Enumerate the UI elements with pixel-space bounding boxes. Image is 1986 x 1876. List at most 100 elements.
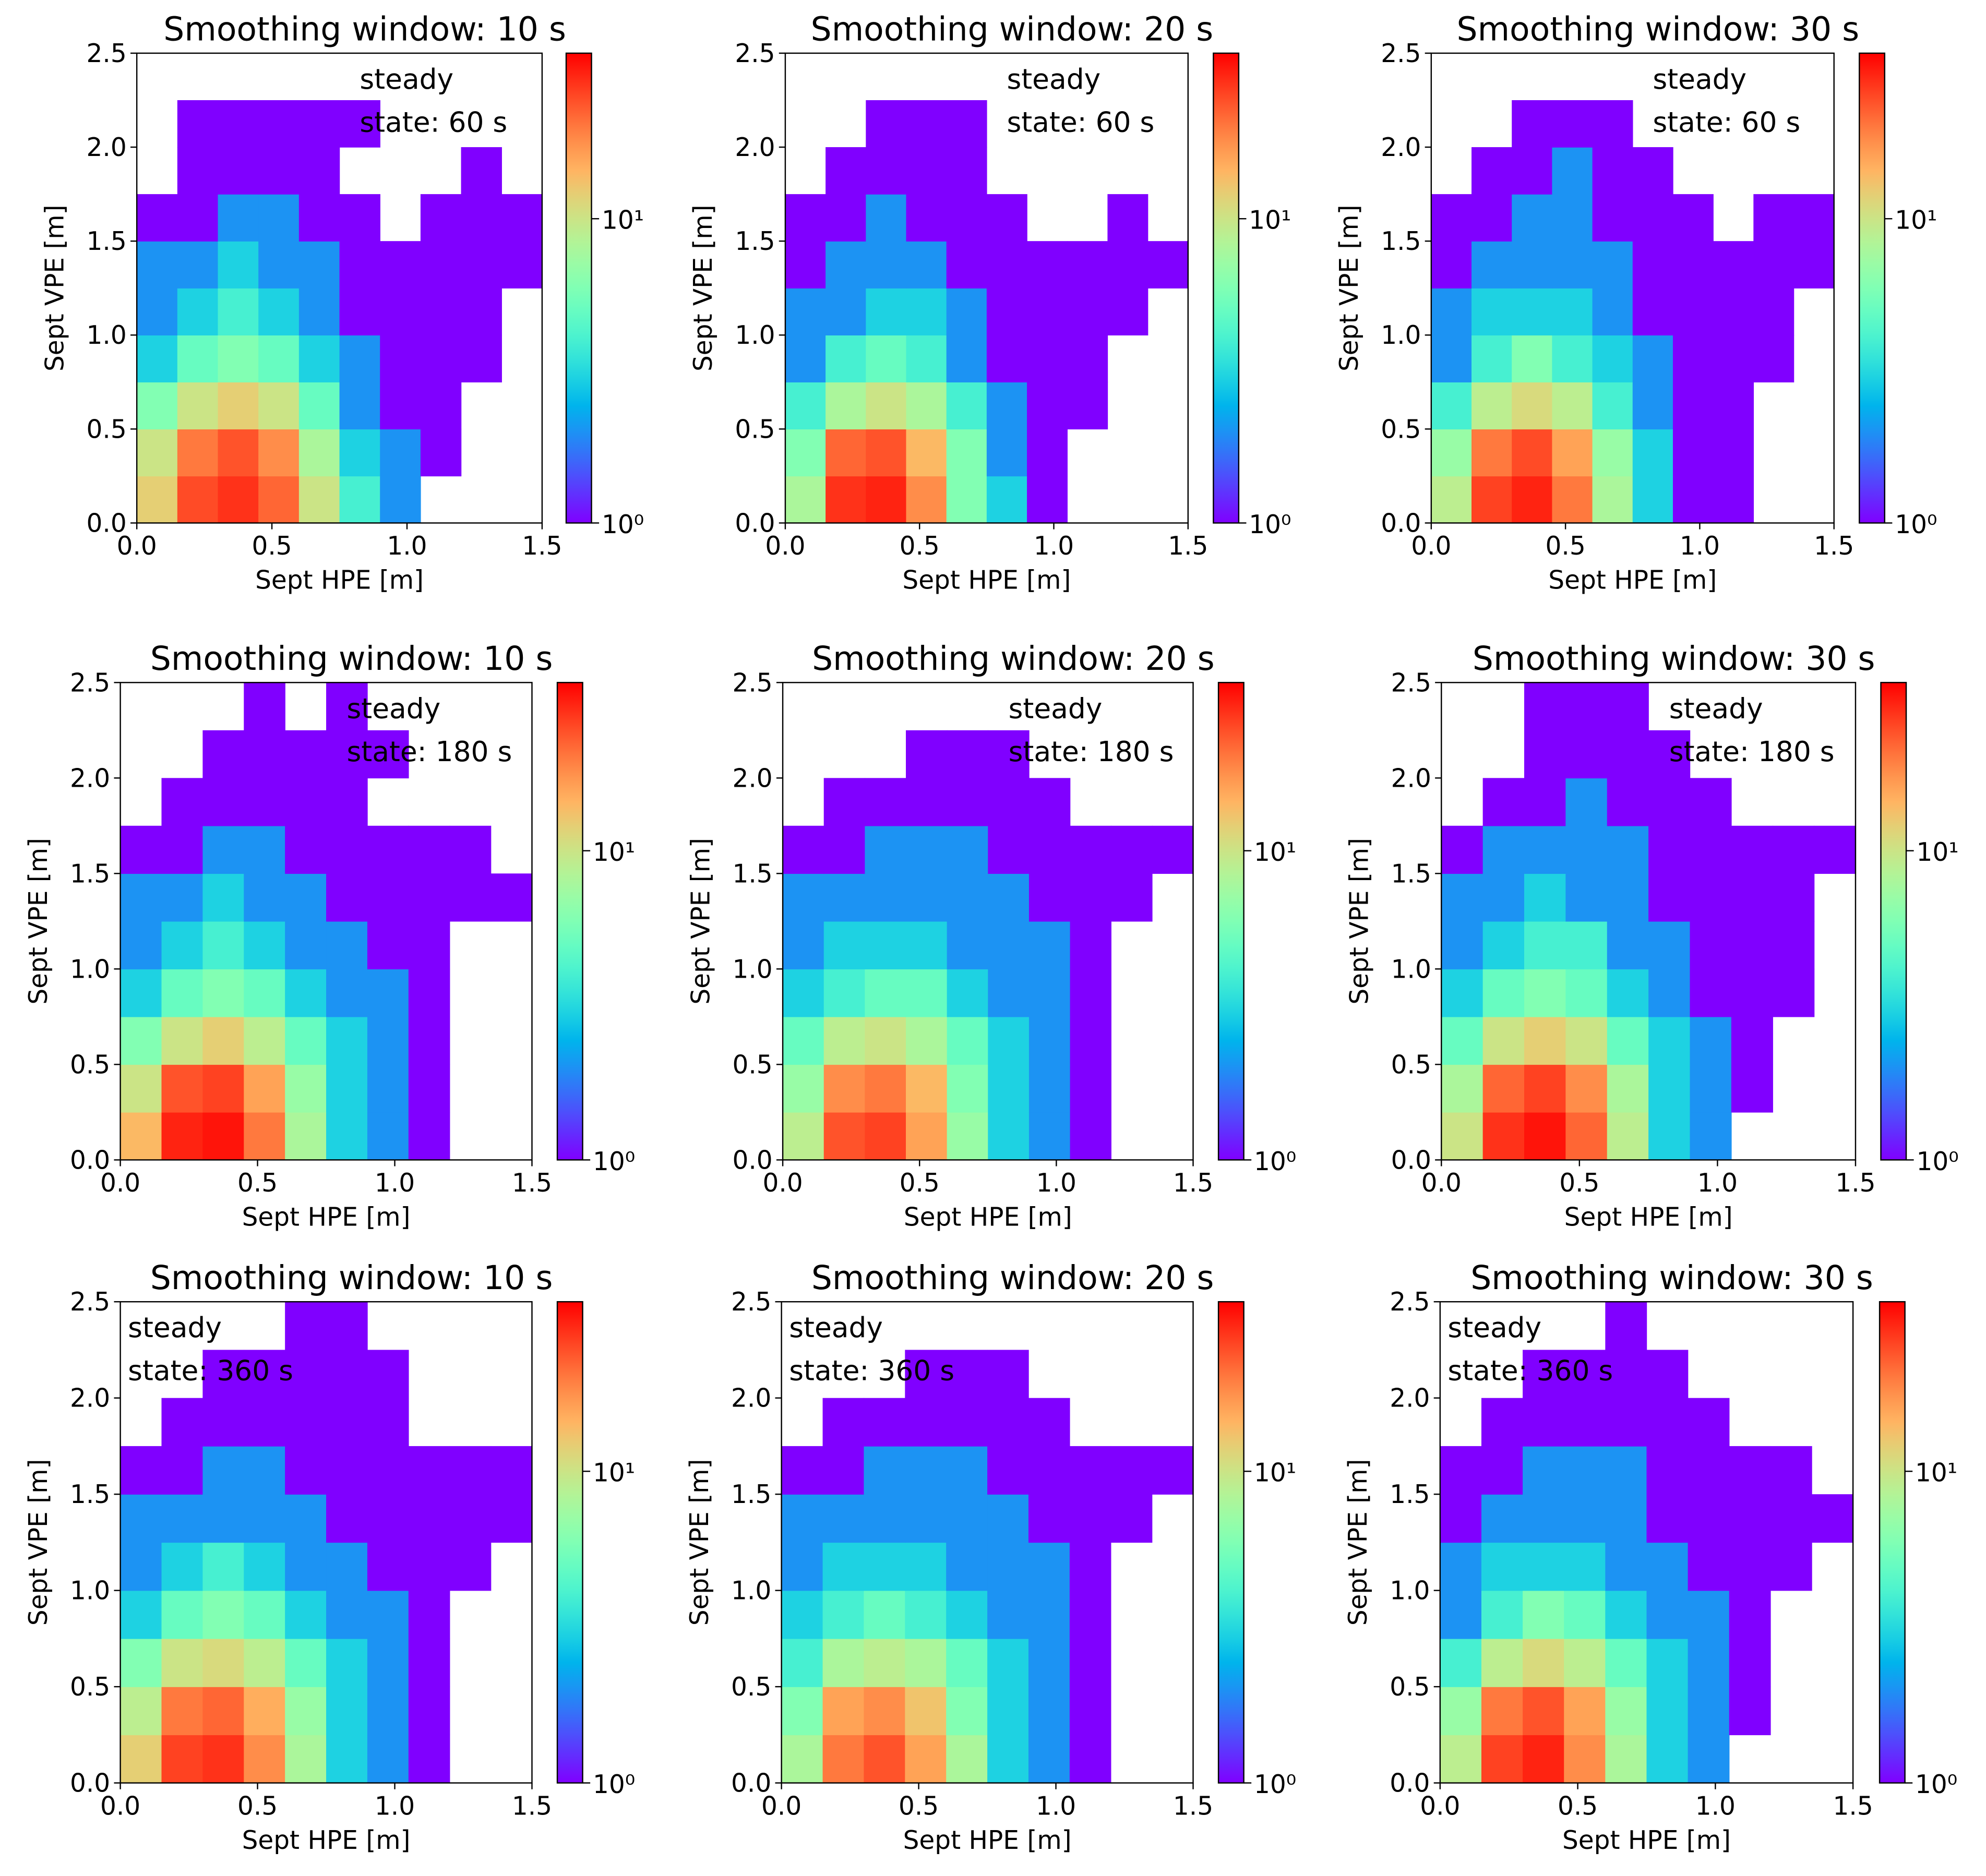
- heat-cell: [1028, 778, 1071, 826]
- heat-cell: [1431, 476, 1472, 524]
- y-tick-label: 1.0: [731, 1577, 771, 1606]
- heat-cell: [120, 1016, 162, 1065]
- heat-cell: [461, 147, 502, 195]
- heat-cell: [367, 1494, 409, 1543]
- heat-cell: [326, 825, 368, 874]
- heat-cell: [120, 1590, 162, 1639]
- heat-cell: [1773, 921, 1815, 970]
- heat-cell: [1523, 1542, 1564, 1591]
- heat-cell: [825, 335, 867, 383]
- heat-cell: [1524, 1112, 1566, 1161]
- panel: 0.0 0.5 1.0 1.5 0.0 0.5 1.0 1.5 2.0 2.5 Sept HPE […: [24, 639, 635, 1232]
- heat-cell: [1524, 778, 1566, 826]
- heat-cell: [420, 241, 462, 288]
- heat-cell: [1440, 1590, 1482, 1639]
- colorbar-tick-label: 10⁰: [1895, 510, 1937, 539]
- heat-cell: [1069, 1542, 1111, 1591]
- x-tick-label: 0.0: [100, 1791, 140, 1821]
- y-tick-label: 0.0: [70, 1769, 110, 1798]
- heat-cell: [1605, 1350, 1647, 1399]
- y-axis-label: Sept VPE [m]: [689, 205, 718, 371]
- heat-cell: [1773, 969, 1815, 1017]
- heat-cell: [408, 1687, 450, 1736]
- heat-cell: [1552, 476, 1593, 524]
- heat-cell: [1646, 1494, 1689, 1543]
- heat-cell: [1027, 241, 1068, 288]
- heat-cell: [783, 1016, 824, 1065]
- heat-cell: [285, 1735, 327, 1784]
- heat-cell: [461, 241, 502, 288]
- heat-cell: [1552, 429, 1593, 477]
- heat-cell: [420, 382, 462, 430]
- heat-cell: [1592, 429, 1633, 477]
- heat-cell: [285, 1542, 327, 1591]
- heat-cell: [1028, 1064, 1071, 1113]
- heat-cell: [490, 1446, 533, 1495]
- heat-cell: [244, 1735, 285, 1784]
- x-tick-label: 1.5: [1835, 1169, 1875, 1198]
- heat-cell: [1441, 825, 1483, 874]
- heat-cell: [783, 825, 824, 874]
- heat-cell: [177, 100, 219, 148]
- heat-cell: [202, 1638, 244, 1687]
- heat-cell: [823, 1064, 866, 1113]
- heat-cell: [1565, 730, 1608, 779]
- heat-cell: [866, 241, 907, 288]
- heat-cell: [1481, 1687, 1523, 1736]
- heat-cell: [866, 288, 907, 335]
- heat-cell: [987, 1350, 1029, 1399]
- heat-cell: [339, 335, 380, 383]
- heat-cell: [1440, 1735, 1482, 1784]
- heat-cell: [326, 1112, 368, 1161]
- heat-cell: [946, 194, 987, 242]
- heat-cell: [1688, 1590, 1730, 1639]
- panel: 0.0 0.5 1.0 1.5 0.0 0.5 1.0 1.5 2.0 2.5 Sept HPE […: [40, 10, 644, 595]
- heat-cell: [420, 429, 462, 477]
- heat-cell: [1028, 1494, 1070, 1543]
- heat-cell: [1770, 1542, 1812, 1591]
- colorbar-tick-label: 10¹: [1915, 1459, 1957, 1488]
- heat-cell: [1592, 382, 1633, 430]
- heat-cell: [367, 873, 409, 922]
- heat-cell: [285, 969, 327, 1017]
- axes-frame: [1430, 52, 1835, 524]
- heat-cell: [1753, 241, 1794, 288]
- heat-cell: [1069, 1494, 1111, 1543]
- heat-cell: [120, 1542, 162, 1591]
- y-tick-label: 1.5: [87, 227, 127, 256]
- heat-cell: [1524, 1064, 1566, 1113]
- heat-cell: [946, 382, 987, 430]
- x-tick-label: 1.0: [1697, 1169, 1738, 1198]
- heat-cell: [501, 194, 543, 242]
- heat-cell: [823, 921, 866, 970]
- y-tick-label: 1.5: [732, 859, 772, 888]
- x-tick-label: 0.0: [761, 1791, 801, 1821]
- heat-cell: [501, 241, 543, 288]
- heat-cell: [1524, 1016, 1566, 1065]
- chart-title: Smoothing window: 20 s: [811, 10, 1214, 49]
- heat-cell: [177, 335, 219, 383]
- heat-cell: [988, 921, 1030, 970]
- heat-cell: [1565, 682, 1608, 731]
- heat-cell: [449, 1494, 492, 1543]
- heat-cell: [823, 969, 866, 1017]
- heat-cell: [408, 1735, 450, 1784]
- heat-cell: [408, 969, 450, 1017]
- x-tick-label: 0.5: [1559, 1169, 1599, 1198]
- heat-cell: [1152, 825, 1194, 874]
- heat-cell: [120, 873, 162, 922]
- heat-cell: [822, 1735, 865, 1784]
- heat-cell: [947, 921, 989, 970]
- colorbar-tick-label: 10¹: [593, 1459, 635, 1488]
- colorbar-tick-label: 10⁰: [1915, 1770, 1957, 1799]
- heat-cell: [1690, 825, 1732, 874]
- heat-cell: [1688, 1398, 1730, 1447]
- heat-cell: [906, 969, 948, 1017]
- heat-cell: [202, 1542, 244, 1591]
- heat-cell: [905, 1638, 947, 1687]
- heat-cell: [1431, 335, 1472, 383]
- heat-cell: [864, 1446, 906, 1495]
- heat-cell: [1565, 1112, 1608, 1161]
- x-tick-label: 1.5: [1168, 532, 1208, 561]
- y-tick-label: 2.5: [735, 39, 775, 68]
